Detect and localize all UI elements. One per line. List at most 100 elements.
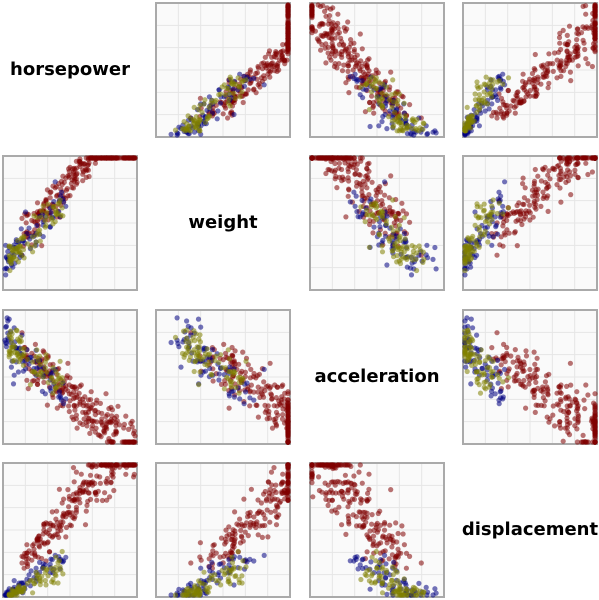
data-point (49, 216, 55, 222)
data-point (357, 92, 363, 98)
data-point (43, 222, 49, 228)
data-point (325, 155, 332, 161)
data-point (204, 585, 211, 591)
data-point (186, 357, 192, 363)
data-point (432, 244, 438, 251)
data-point (32, 341, 39, 347)
data-point (41, 379, 47, 385)
data-point (527, 202, 533, 208)
data-point (285, 439, 291, 445)
data-point (357, 562, 363, 568)
data-point (40, 203, 46, 209)
data-point (488, 209, 494, 215)
data-point (205, 352, 211, 358)
data-point (250, 87, 257, 93)
data-point (565, 429, 571, 435)
data-point (572, 396, 578, 402)
data-point (97, 400, 103, 406)
data-point (55, 580, 61, 586)
data-point (488, 393, 494, 399)
data-point (517, 100, 524, 106)
data-point (346, 63, 352, 69)
data-point (29, 590, 36, 596)
data-point (309, 155, 315, 161)
data-point (526, 381, 532, 387)
data-point (227, 103, 233, 109)
data-point (336, 29, 342, 36)
data-point (240, 99, 246, 106)
data-point (500, 81, 506, 87)
diagonal-label-horsepower: horsepower (10, 59, 130, 80)
data-point (48, 556, 54, 562)
data-point (387, 522, 393, 528)
data-point (345, 487, 351, 493)
data-point (206, 577, 212, 583)
data-point (356, 469, 362, 475)
data-point (557, 155, 563, 161)
data-point (517, 360, 524, 366)
data-point (51, 198, 57, 205)
data-point (97, 480, 103, 486)
data-point (280, 406, 286, 412)
data-point (592, 422, 598, 429)
data-point (94, 497, 100, 503)
data-point (123, 471, 129, 477)
data-point (92, 408, 98, 414)
data-point (285, 497, 291, 503)
data-point (518, 208, 524, 214)
data-point (556, 49, 562, 55)
data-point (513, 218, 519, 224)
data-point (53, 554, 59, 560)
data-point (285, 415, 291, 421)
data-point (44, 369, 50, 375)
data-point (572, 167, 578, 173)
data-point (339, 522, 345, 528)
data-point (238, 527, 244, 534)
data-point (220, 111, 226, 117)
data-point (43, 352, 49, 358)
data-point (232, 348, 238, 354)
data-point (362, 109, 368, 115)
data-point (514, 370, 520, 376)
data-point (396, 128, 402, 134)
data-point (202, 119, 209, 125)
data-point (267, 498, 274, 504)
data-point (346, 178, 352, 184)
data-point (44, 213, 50, 220)
data-point (220, 357, 226, 363)
data-point (27, 578, 33, 584)
data-point (410, 252, 416, 258)
data-point (6, 352, 12, 358)
data-point (3, 323, 9, 329)
data-point (369, 571, 375, 577)
data-point (463, 128, 469, 134)
data-point (48, 210, 54, 216)
data-point (556, 162, 562, 168)
data-point (31, 546, 37, 552)
data-point (202, 368, 209, 374)
data-point (247, 395, 253, 401)
data-point (378, 202, 384, 209)
data-point (47, 520, 53, 527)
data-point (201, 101, 207, 107)
data-point (271, 416, 277, 423)
data-point (568, 192, 574, 198)
data-point (364, 549, 370, 555)
data-point (430, 129, 436, 135)
data-point (197, 339, 203, 345)
data-point (395, 530, 401, 537)
data-point (352, 171, 358, 177)
data-point (511, 374, 517, 380)
data-point (197, 369, 203, 375)
data-point (262, 488, 268, 495)
data-point (352, 203, 358, 209)
data-point (66, 504, 72, 510)
data-point (490, 234, 496, 240)
data-point (262, 522, 268, 529)
data-point (575, 416, 581, 422)
data-point (425, 589, 431, 595)
data-point (575, 26, 581, 32)
data-point (269, 63, 275, 70)
data-point (70, 396, 77, 402)
data-point (474, 332, 480, 338)
